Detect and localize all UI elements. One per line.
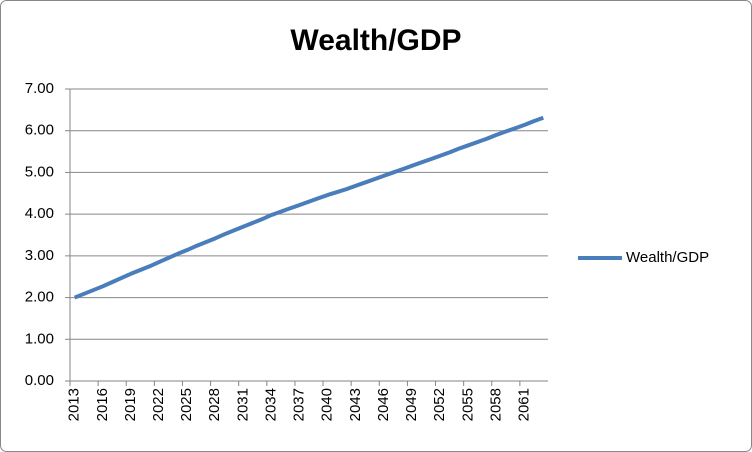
x-tick-label: 2028	[206, 388, 223, 421]
data-line	[73, 115, 544, 300]
x-tick-label: 2049	[403, 388, 420, 421]
x-tick-label: 2046	[375, 388, 392, 421]
x-tick-label: 2037	[291, 388, 308, 421]
y-tick-label: 2.00	[25, 289, 54, 306]
x-tick-label: 2055	[459, 388, 476, 421]
y-tick-label: 1.00	[25, 330, 54, 347]
x-tick-label: 2031	[234, 388, 251, 421]
x-tick-label: 2025	[178, 388, 195, 421]
x-tick-label: 2040	[319, 388, 336, 421]
x-tick-label: 2013	[66, 388, 83, 421]
y-tick-label: 4.00	[25, 205, 54, 222]
x-tick-label: 2052	[431, 388, 448, 421]
x-tick-label: 2058	[487, 388, 504, 421]
y-tick-label: 0.00	[25, 372, 54, 389]
y-tick-label: 7.00	[25, 80, 54, 97]
y-tick-label: 6.00	[25, 122, 54, 139]
x-tick-label: 2061	[516, 388, 533, 421]
chart-title: Wealth/GDP	[290, 24, 461, 57]
y-tick-label: 3.00	[25, 247, 54, 264]
x-tick-label: 2034	[262, 388, 279, 421]
x-tick-label: 2043	[347, 388, 364, 421]
legend-label: Wealth/GDP	[626, 249, 709, 266]
x-tick-label: 2016	[94, 388, 111, 421]
x-tick-label: 2022	[150, 388, 167, 421]
y-tick-label: 5.00	[25, 163, 54, 180]
x-tick-label: 2019	[122, 388, 139, 421]
